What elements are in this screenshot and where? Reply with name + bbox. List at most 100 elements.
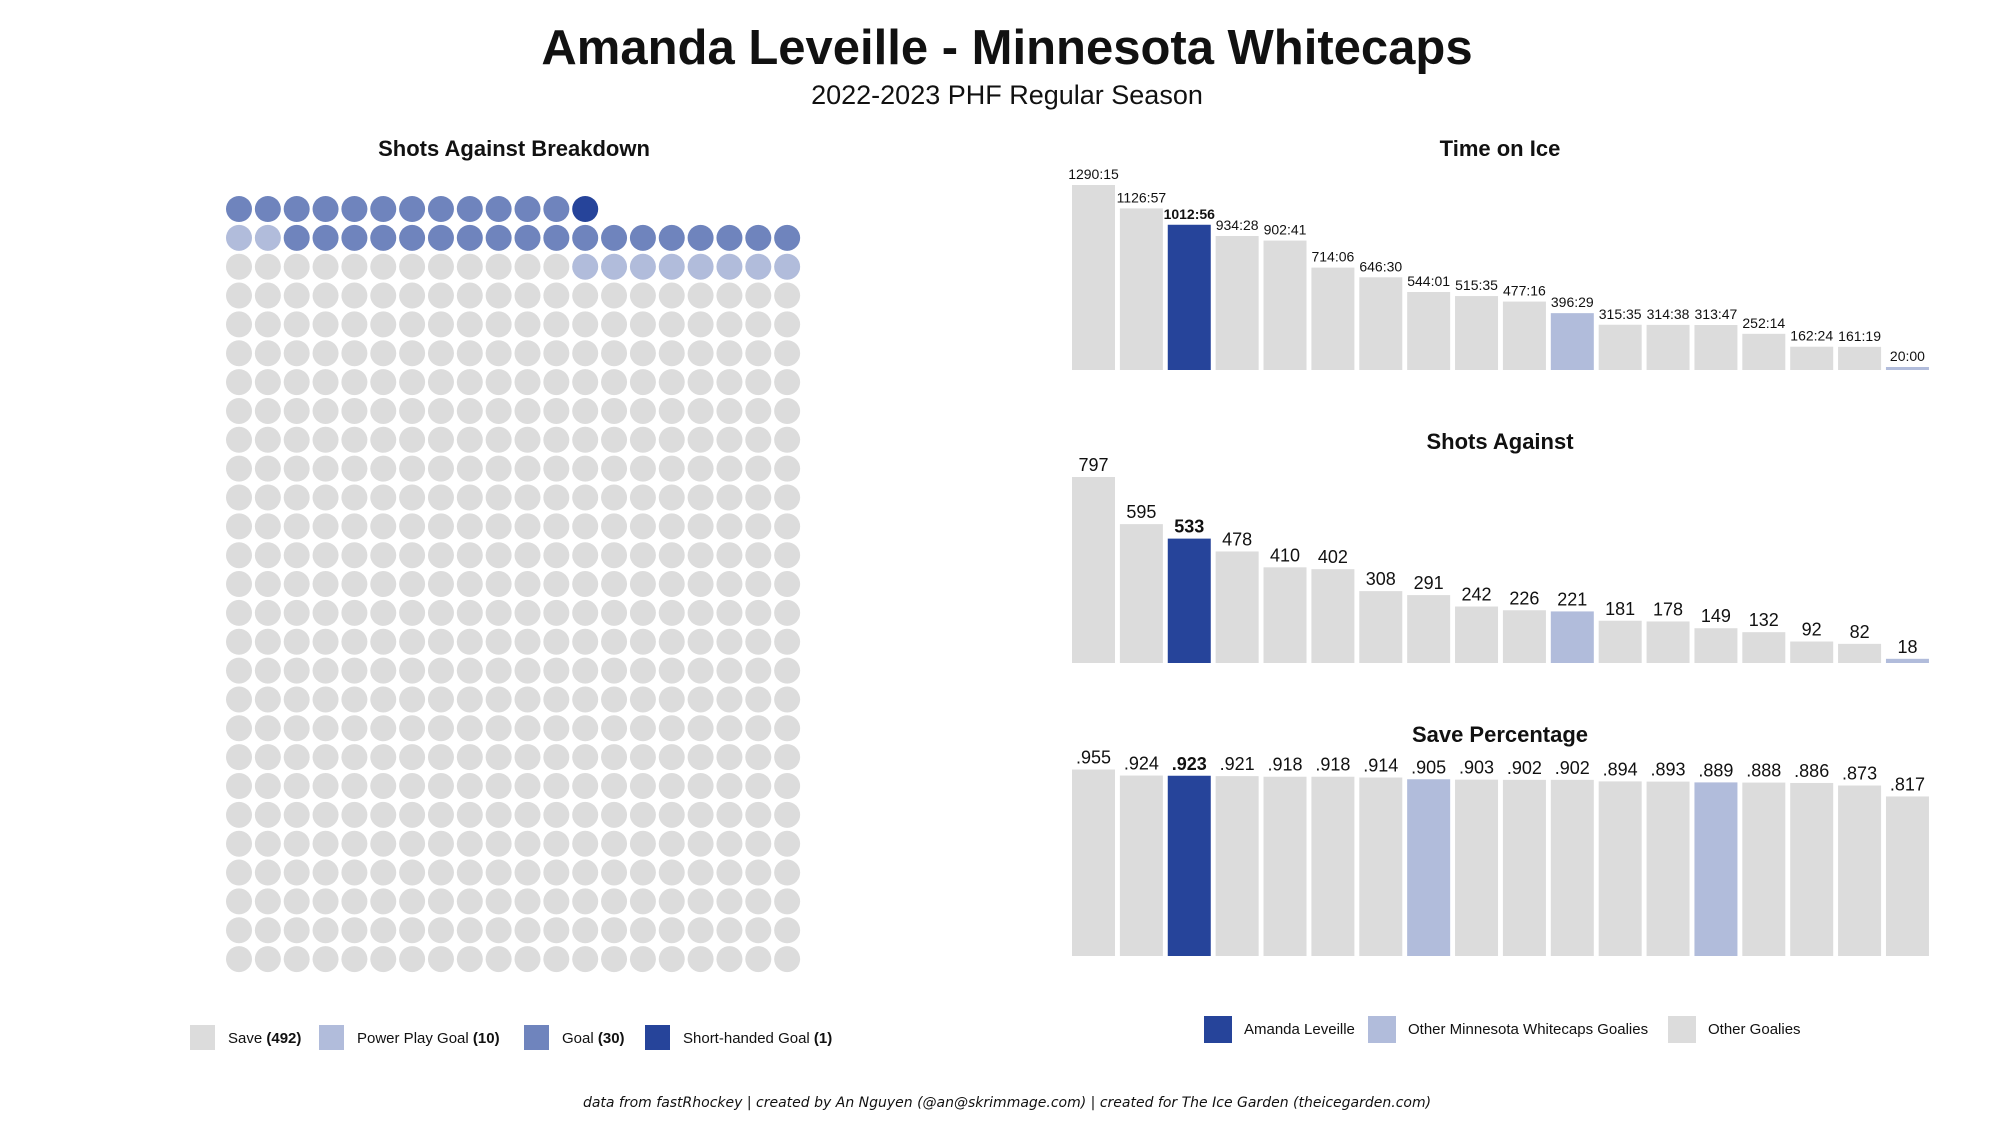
waffle-cell-save (370, 340, 397, 367)
waffle-cell-save (427, 426, 454, 453)
waffle-cell-save (716, 888, 743, 915)
waffle-cell-save (601, 282, 628, 309)
time-on-ice-bar-team (1885, 367, 1929, 370)
waffle-cell-save (572, 917, 599, 944)
waffle-cell-goal (370, 196, 397, 222)
time-on-ice-data-label: 1290:15 (1068, 166, 1119, 182)
waffle-cell-save (658, 282, 685, 309)
waffle-cell-save (687, 946, 714, 973)
waffle-cell-save (658, 773, 685, 799)
waffle-cell-save (601, 369, 628, 396)
waffle-cell-save (485, 311, 512, 338)
legend-count: (30) (598, 1030, 625, 1047)
waffle-cell-goal (543, 224, 570, 251)
waffle-cell-save (572, 599, 599, 626)
time-on-ice-data-label: 477:16 (1503, 283, 1546, 299)
shots-against-bar-other (1407, 595, 1451, 663)
waffle-cell-save (543, 888, 570, 915)
waffle-cell-save (341, 657, 368, 684)
waffle-cell-save (456, 340, 483, 367)
waffle-cell-save (312, 599, 339, 626)
waffle-cell-save (226, 917, 252, 944)
save-percentage-data-label: .921 (1220, 754, 1255, 774)
waffle-cell-save (341, 455, 368, 482)
waffle-cell-save (716, 859, 743, 886)
waffle-cell-save (543, 859, 570, 886)
waffle-cell-save (283, 484, 310, 511)
waffle-cell-save (456, 369, 483, 396)
waffle-cell-save (774, 340, 801, 367)
waffle-cell-save (370, 397, 397, 424)
waffle-cell-save (283, 599, 310, 626)
waffle-cell-save (658, 946, 685, 973)
waffle-cell-save (514, 369, 541, 396)
waffle-cell-save (370, 455, 397, 482)
waffle-cell-save (370, 628, 397, 655)
waffle-cell-save (629, 455, 656, 482)
waffle-cell-save (254, 628, 281, 655)
waffle-cell-save (658, 888, 685, 915)
waffle-cell-save (687, 859, 714, 886)
shots-against-bar-other (1359, 591, 1403, 663)
waffle-cell-save (716, 426, 743, 453)
waffle-cell-save (514, 628, 541, 655)
waffle-cell-save (399, 484, 426, 511)
waffle-cell-save (485, 599, 512, 626)
waffle-cell-save (485, 397, 512, 424)
waffle-cell-save (543, 599, 570, 626)
waffle-cell-save (716, 282, 743, 309)
waffle-cell-save (341, 426, 368, 453)
waffle-cell-save (226, 282, 252, 309)
waffle-cell-save (254, 369, 281, 396)
waffle-cell-save (687, 282, 714, 309)
waffle-cell-save (572, 542, 599, 569)
waffle-cell-goal (341, 196, 368, 222)
waffle-cell-save (774, 888, 801, 915)
waffle-cell-save (226, 628, 252, 655)
waffle-cell-save (226, 830, 252, 857)
waffle-cell-save (745, 426, 772, 453)
time-on-ice-bar-other (1790, 346, 1834, 370)
waffle-cell-save (427, 946, 454, 973)
waffle-cell-save (543, 830, 570, 857)
waffle-cell-save (370, 830, 397, 857)
save-percentage-bar-other (1742, 782, 1786, 956)
waffle-cell-save (572, 369, 599, 396)
save-percentage-data-label: .817 (1890, 774, 1925, 794)
waffle-cell-save (254, 455, 281, 482)
waffle-cell-save (341, 801, 368, 828)
waffle-cell-save (658, 311, 685, 338)
waffle-cell-power-play-goal (254, 224, 281, 251)
waffle-cell-save (601, 859, 628, 886)
waffle-cell-save (226, 946, 252, 973)
waffle-cell-save (687, 311, 714, 338)
waffle-cell-save (399, 426, 426, 453)
waffle-cell-save (456, 426, 483, 453)
save-percentage-data-label: .918 (1267, 755, 1302, 775)
waffle-cell-save (514, 657, 541, 684)
waffle-cell-save (399, 657, 426, 684)
waffle-cell-save (399, 859, 426, 886)
waffle-cell-save (716, 397, 743, 424)
waffle-cell-save (427, 801, 454, 828)
waffle-cell-save (226, 340, 252, 367)
waffle-cell-save (774, 542, 801, 569)
save-percentage-bar-other (1455, 779, 1499, 956)
waffle-cell-save (543, 542, 570, 569)
waffle-cell-save (601, 657, 628, 684)
waffle-cell-save (456, 571, 483, 598)
waffle-cell-save (226, 513, 252, 540)
waffle-cell-save (254, 946, 281, 973)
waffle-cell-save (399, 282, 426, 309)
waffle-cell-save (514, 599, 541, 626)
waffle-cell-save (514, 773, 541, 799)
time-on-ice-bar-other (1263, 240, 1307, 370)
waffle-cell-save (572, 801, 599, 828)
waffle-cell-save (687, 744, 714, 771)
waffle-cell-save (312, 397, 339, 424)
shots-against-bar-other (1838, 643, 1882, 663)
legend-label-goal: Goal (30) (562, 1030, 625, 1047)
waffle-cell-save (601, 599, 628, 626)
waffle-cell-power-play-goal (601, 253, 628, 280)
waffle-cell-save (745, 888, 772, 915)
